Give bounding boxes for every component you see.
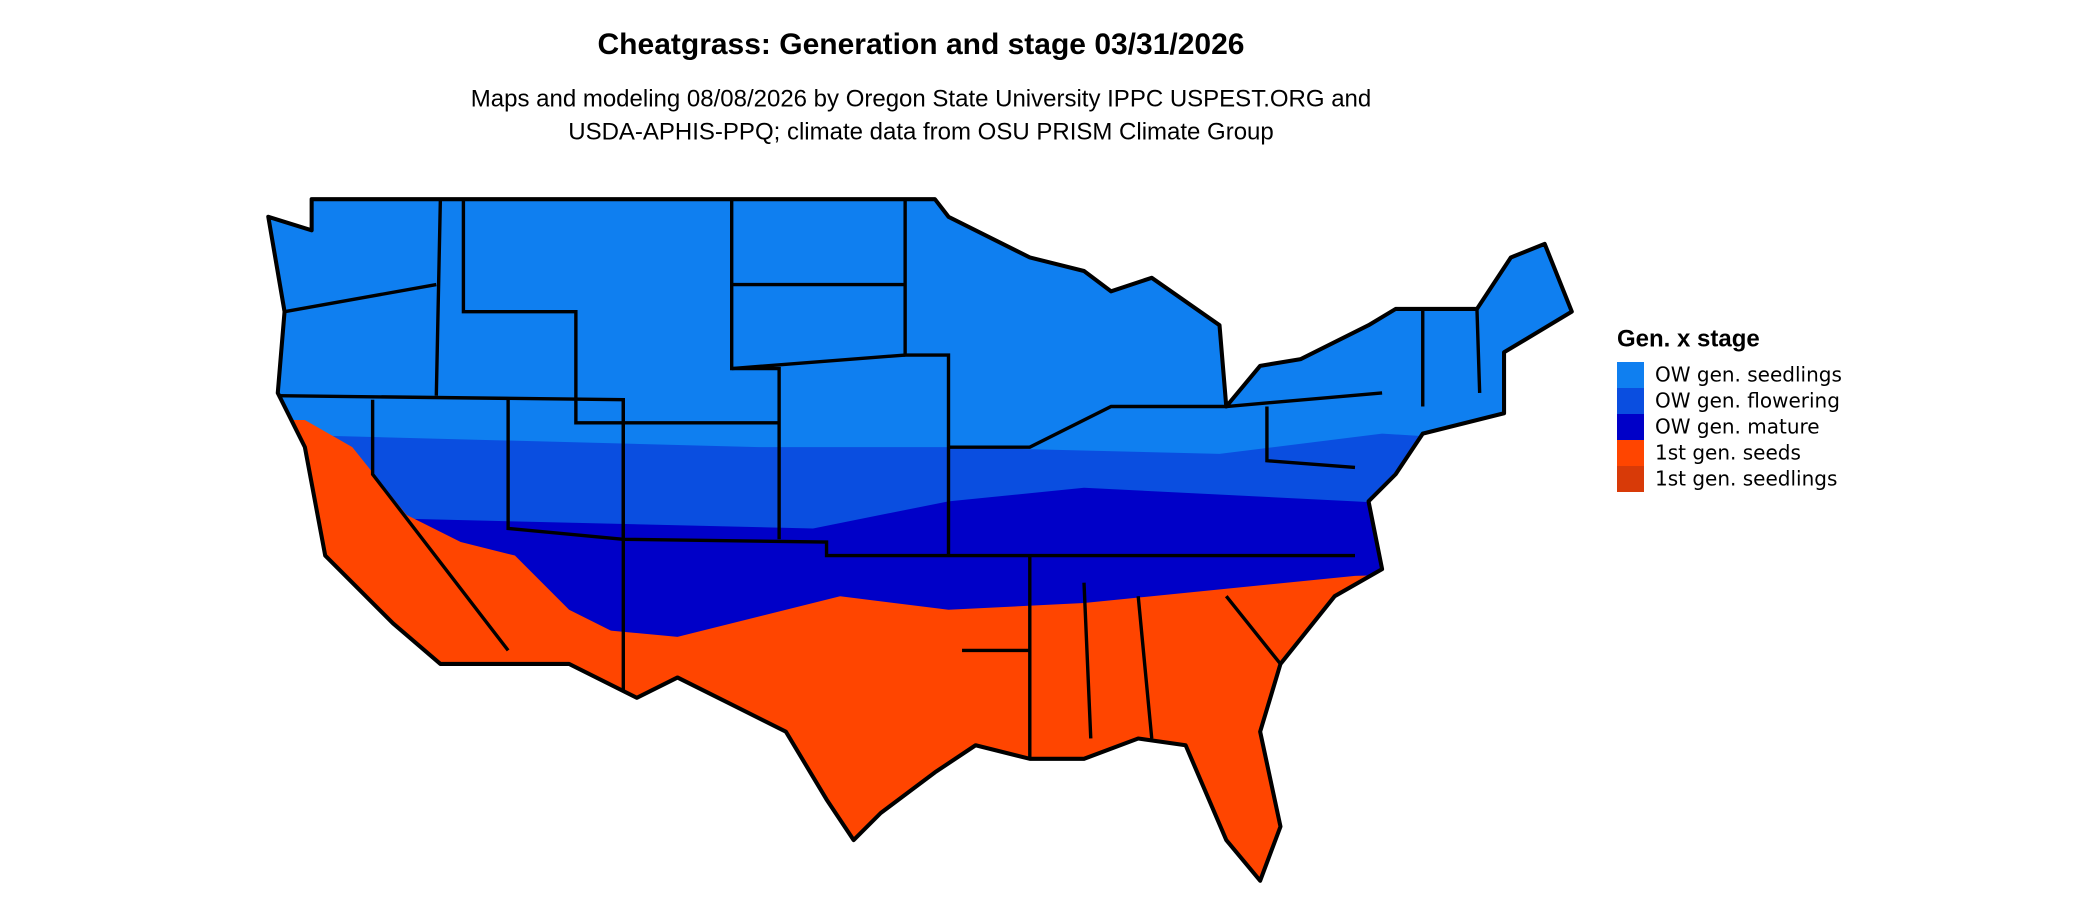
- legend-label: OW gen. mature: [1655, 415, 1820, 439]
- state-borders: [277, 199, 1482, 759]
- subtitle-line: Maps and modeling 08/08/2026 by Oregon S…: [471, 85, 1371, 112]
- legend-label: 1st gen. seedlings: [1655, 467, 1837, 491]
- legend-swatch: [1617, 440, 1644, 466]
- legend-title: Gen. x stage: [1617, 325, 1760, 352]
- title: Cheatgrass: Generation and stage 03/31/2…: [598, 28, 1245, 61]
- subtitle-line: USDA-APHIS-PPQ; climate data from OSU PR…: [568, 118, 1274, 145]
- country-outline: [266, 197, 1574, 883]
- legend-swatch: [1617, 414, 1644, 440]
- legend-label: OW gen. seedlings: [1655, 363, 1842, 387]
- legend-swatch: [1617, 362, 1644, 388]
- legend-label: OW gen. flowering: [1655, 389, 1840, 413]
- legend-swatch: [1617, 388, 1644, 414]
- legend-label: 1st gen. seeds: [1655, 441, 1801, 465]
- us-map: [266, 197, 1574, 883]
- legend-swatch: [1617, 466, 1644, 492]
